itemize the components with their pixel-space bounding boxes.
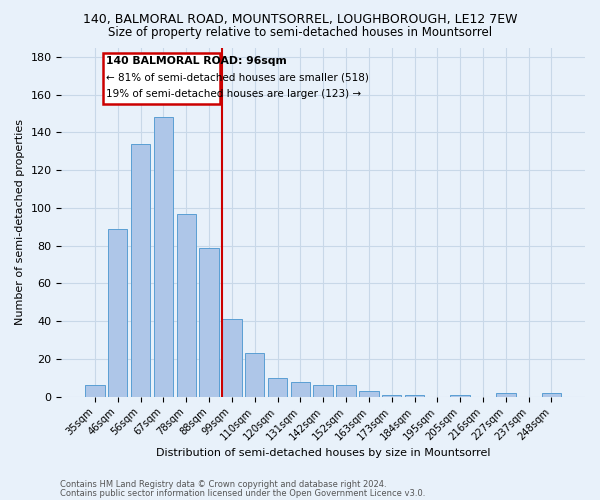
Bar bbox=[154, 118, 173, 396]
Text: 19% of semi-detached houses are larger (123) →: 19% of semi-detached houses are larger (… bbox=[106, 89, 361, 99]
Bar bbox=[313, 386, 333, 396]
Text: 140, BALMORAL ROAD, MOUNTSORREL, LOUGHBOROUGH, LE12 7EW: 140, BALMORAL ROAD, MOUNTSORREL, LOUGHBO… bbox=[83, 12, 517, 26]
Bar bbox=[337, 386, 356, 396]
Bar bbox=[245, 353, 265, 397]
Bar bbox=[290, 382, 310, 396]
Bar bbox=[222, 319, 242, 396]
Text: 140 BALMORAL ROAD: 96sqm: 140 BALMORAL ROAD: 96sqm bbox=[106, 56, 286, 66]
Bar bbox=[542, 393, 561, 396]
Bar bbox=[268, 378, 287, 396]
Bar bbox=[108, 228, 127, 396]
Bar bbox=[85, 386, 104, 396]
Bar bbox=[199, 248, 219, 396]
Bar bbox=[496, 393, 515, 396]
FancyBboxPatch shape bbox=[103, 53, 220, 104]
Text: Contains public sector information licensed under the Open Government Licence v3: Contains public sector information licen… bbox=[60, 489, 425, 498]
X-axis label: Distribution of semi-detached houses by size in Mountsorrel: Distribution of semi-detached houses by … bbox=[156, 448, 490, 458]
Bar bbox=[405, 394, 424, 396]
Text: Size of property relative to semi-detached houses in Mountsorrel: Size of property relative to semi-detach… bbox=[108, 26, 492, 39]
Text: ← 81% of semi-detached houses are smaller (518): ← 81% of semi-detached houses are smalle… bbox=[106, 72, 368, 82]
Y-axis label: Number of semi-detached properties: Number of semi-detached properties bbox=[15, 119, 25, 325]
Bar bbox=[382, 394, 401, 396]
Text: Contains HM Land Registry data © Crown copyright and database right 2024.: Contains HM Land Registry data © Crown c… bbox=[60, 480, 386, 489]
Bar bbox=[176, 214, 196, 396]
Bar bbox=[451, 394, 470, 396]
Bar bbox=[359, 391, 379, 396]
Bar bbox=[131, 144, 150, 396]
